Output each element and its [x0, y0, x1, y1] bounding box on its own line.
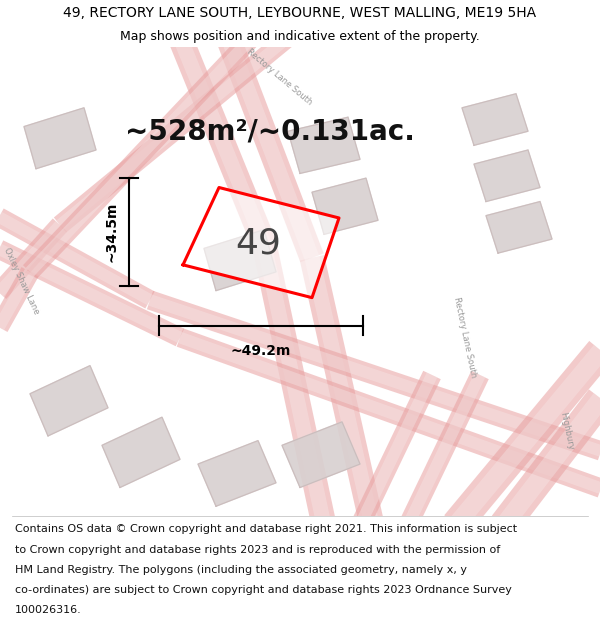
Polygon shape: [198, 441, 276, 506]
Text: ~528m²/~0.131ac.: ~528m²/~0.131ac.: [125, 118, 415, 145]
Text: Highbury: Highbury: [559, 411, 575, 451]
Text: 49, RECTORY LANE SOUTH, LEYBOURNE, WEST MALLING, ME19 5HA: 49, RECTORY LANE SOUTH, LEYBOURNE, WEST …: [64, 6, 536, 20]
Text: Rectory Lane South: Rectory Lane South: [245, 48, 313, 108]
Polygon shape: [282, 422, 360, 488]
Polygon shape: [486, 201, 552, 253]
Text: Oxley Shaw Lane: Oxley Shaw Lane: [2, 246, 40, 316]
Text: ~49.2m: ~49.2m: [231, 344, 291, 357]
Polygon shape: [462, 94, 528, 145]
Polygon shape: [204, 229, 276, 291]
Polygon shape: [30, 366, 108, 436]
Polygon shape: [102, 418, 180, 488]
Text: 100026316.: 100026316.: [15, 605, 82, 615]
Text: 49: 49: [235, 227, 281, 261]
Polygon shape: [288, 118, 360, 173]
Polygon shape: [24, 107, 96, 169]
Text: Contains OS data © Crown copyright and database right 2021. This information is : Contains OS data © Crown copyright and d…: [15, 524, 517, 534]
Text: to Crown copyright and database rights 2023 and is reproduced with the permissio: to Crown copyright and database rights 2…: [15, 544, 500, 554]
Text: HM Land Registry. The polygons (including the associated geometry, namely x, y: HM Land Registry. The polygons (includin…: [15, 565, 467, 575]
Text: Rectory Lane South: Rectory Lane South: [452, 296, 478, 379]
Polygon shape: [183, 188, 339, 298]
Text: Map shows position and indicative extent of the property.: Map shows position and indicative extent…: [120, 30, 480, 43]
Text: ~34.5m: ~34.5m: [104, 202, 118, 262]
Polygon shape: [312, 178, 378, 234]
Text: co-ordinates) are subject to Crown copyright and database rights 2023 Ordnance S: co-ordinates) are subject to Crown copyr…: [15, 585, 512, 595]
Polygon shape: [474, 150, 540, 201]
